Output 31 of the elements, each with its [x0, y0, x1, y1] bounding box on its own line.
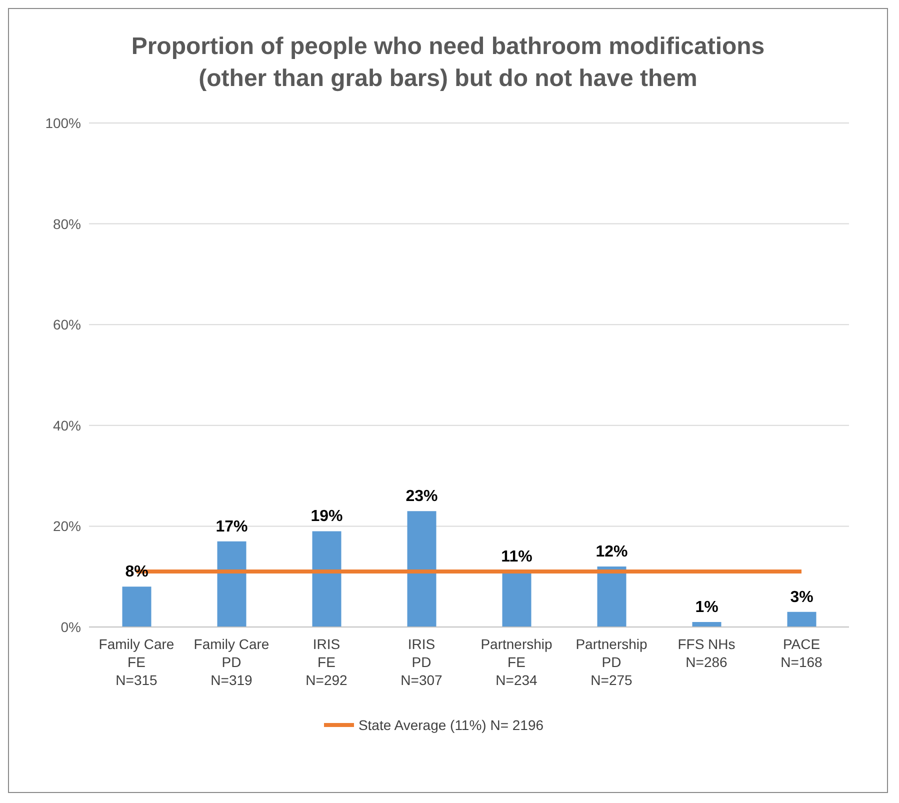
x-tick-label: IRIS PD N=307	[400, 636, 443, 688]
data-label: 8%	[125, 564, 148, 581]
y-tick-label: 20%	[52, 518, 81, 534]
data-label: 23%	[406, 488, 438, 506]
x-tick-label: FFS NHs N=286	[678, 636, 736, 670]
x-tick-label: Partnership PD N=275	[576, 636, 648, 688]
bar	[597, 566, 626, 627]
y-tick-label: 40%	[52, 417, 81, 434]
bar	[407, 511, 436, 627]
data-label: 17%	[216, 518, 248, 536]
x-tick-label: IRIS FE N=292	[306, 636, 348, 688]
chart-title: Proportion of people who need bathroom modifications (other than grab bars) but do not have them	[130, 32, 766, 94]
bar	[787, 612, 816, 627]
legend-label: State Average (11%) N= 2196	[358, 717, 544, 733]
x-tick-label: PACE N=168	[780, 636, 823, 670]
data-label: 12%	[596, 544, 628, 561]
x-tick-label: Partnership FE N=234	[480, 636, 553, 688]
x-tick-label: Family Care PD N=319	[194, 636, 270, 688]
data-label: 1%	[695, 598, 718, 616]
y-tick-label: 80%	[52, 216, 81, 232]
bar	[312, 531, 342, 627]
bar	[122, 586, 152, 627]
y-tick-label: 0%	[60, 618, 81, 635]
data-label: 19%	[310, 508, 343, 526]
data-label: 11%	[501, 548, 532, 566]
y-tick-label: 60%	[52, 316, 81, 333]
y-tick-label: 100%	[45, 114, 81, 131]
data-label: 3%	[790, 588, 814, 606]
bar	[502, 572, 532, 627]
x-tick-label: Family Care FE N=315	[98, 636, 174, 688]
bar	[217, 541, 246, 627]
